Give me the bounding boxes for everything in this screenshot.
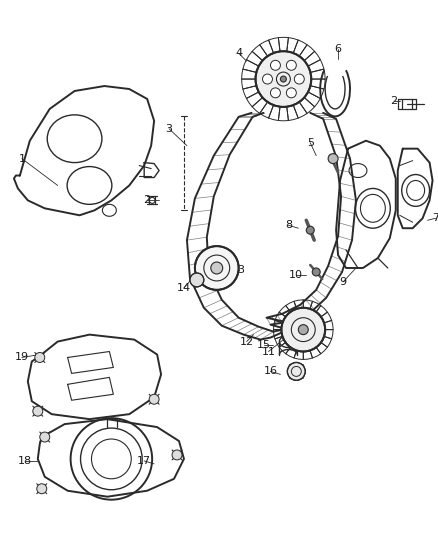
Circle shape [294,74,304,84]
Circle shape [271,60,280,70]
Circle shape [35,352,45,362]
Text: 10: 10 [290,270,304,280]
Circle shape [255,51,311,107]
Circle shape [298,325,308,335]
Circle shape [286,60,297,70]
Circle shape [172,450,182,460]
Text: 4: 4 [235,48,242,58]
Circle shape [37,484,47,494]
Text: 15: 15 [257,340,271,350]
Text: 3: 3 [166,124,173,134]
Circle shape [286,88,297,98]
Text: 2: 2 [390,96,397,106]
Text: 14: 14 [177,283,191,293]
Text: 11: 11 [261,346,276,357]
Circle shape [190,273,204,287]
Text: 6: 6 [335,44,342,54]
Circle shape [262,74,272,84]
Text: 18: 18 [18,456,32,466]
Circle shape [40,432,50,442]
Text: 8: 8 [285,220,292,230]
Text: 19: 19 [15,352,29,362]
Circle shape [211,262,223,274]
Circle shape [33,406,43,416]
Text: 2: 2 [144,196,151,205]
Text: 16: 16 [264,366,277,376]
Circle shape [306,226,314,234]
Text: 13: 13 [232,265,246,275]
Circle shape [328,154,338,164]
Text: 9: 9 [339,277,346,287]
Circle shape [312,268,320,276]
Text: 7: 7 [432,213,438,223]
Text: 5: 5 [307,138,314,148]
Circle shape [195,246,239,290]
Text: 17: 17 [137,456,151,466]
Circle shape [287,362,305,381]
Circle shape [271,88,280,98]
Circle shape [280,76,286,82]
Circle shape [281,308,325,352]
Circle shape [149,394,159,404]
Text: 12: 12 [240,336,254,346]
Text: 1: 1 [18,154,25,164]
